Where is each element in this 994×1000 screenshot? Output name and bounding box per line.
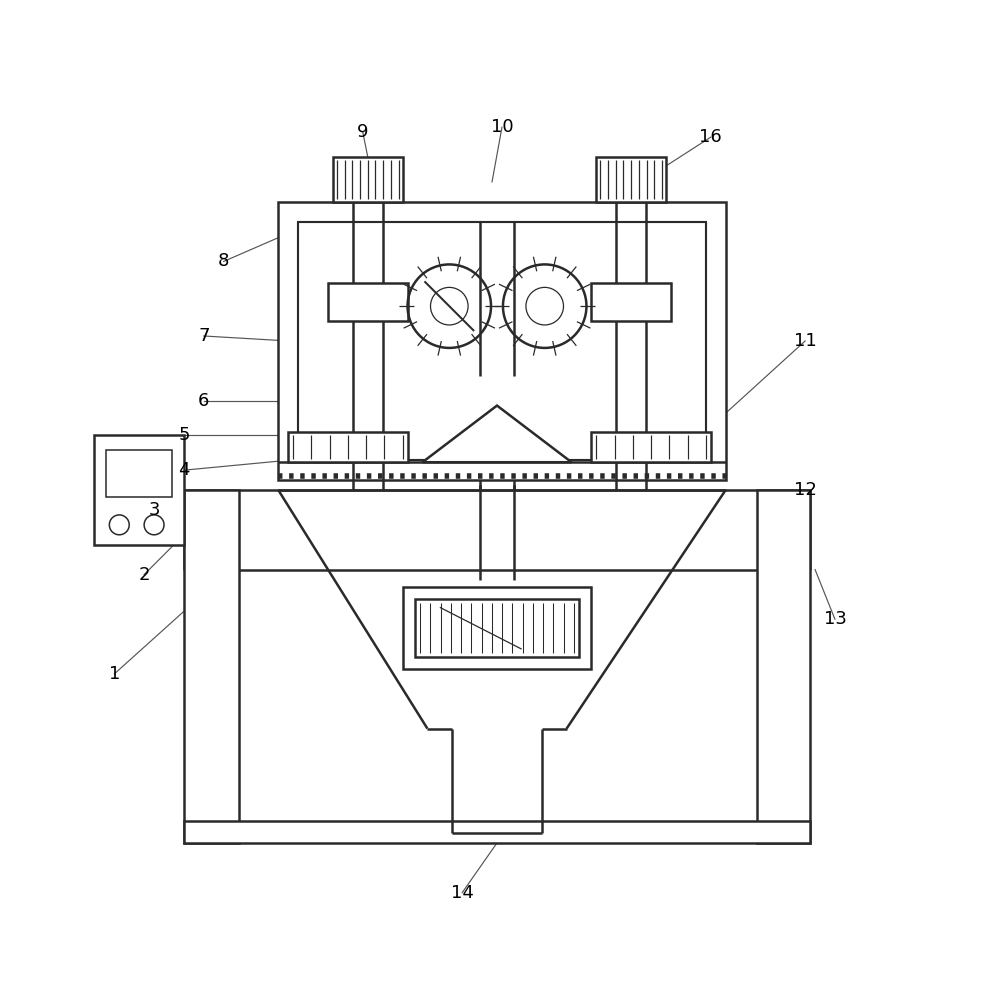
Polygon shape [422, 406, 572, 462]
Bar [591, 432, 711, 462]
Bar [333, 157, 403, 202]
Text: 11: 11 [794, 332, 816, 350]
Bar [757, 490, 810, 843]
Text: 9: 9 [357, 123, 369, 141]
Text: 5: 5 [178, 426, 190, 444]
Bar [596, 157, 666, 202]
Bar [184, 821, 810, 843]
Bar [328, 283, 408, 321]
Bar [591, 283, 671, 321]
Text: 4: 4 [178, 461, 190, 479]
Bar [106, 450, 172, 497]
Bar [94, 435, 184, 545]
Text: 2: 2 [138, 566, 150, 584]
Text: 16: 16 [700, 128, 722, 146]
Bar [184, 490, 239, 843]
Text: 1: 1 [108, 665, 120, 683]
Text: 12: 12 [793, 481, 817, 499]
Bar [288, 432, 408, 462]
Text: 14: 14 [450, 884, 474, 902]
Bar [404, 587, 590, 669]
Text: 10: 10 [491, 118, 513, 136]
Text: 13: 13 [823, 610, 847, 628]
Bar [278, 202, 726, 480]
Text: 8: 8 [218, 252, 230, 270]
Text: 7: 7 [198, 327, 210, 345]
Text: 6: 6 [198, 392, 210, 410]
Bar [415, 599, 580, 657]
Bar [298, 222, 706, 460]
Text: 3: 3 [148, 501, 160, 519]
